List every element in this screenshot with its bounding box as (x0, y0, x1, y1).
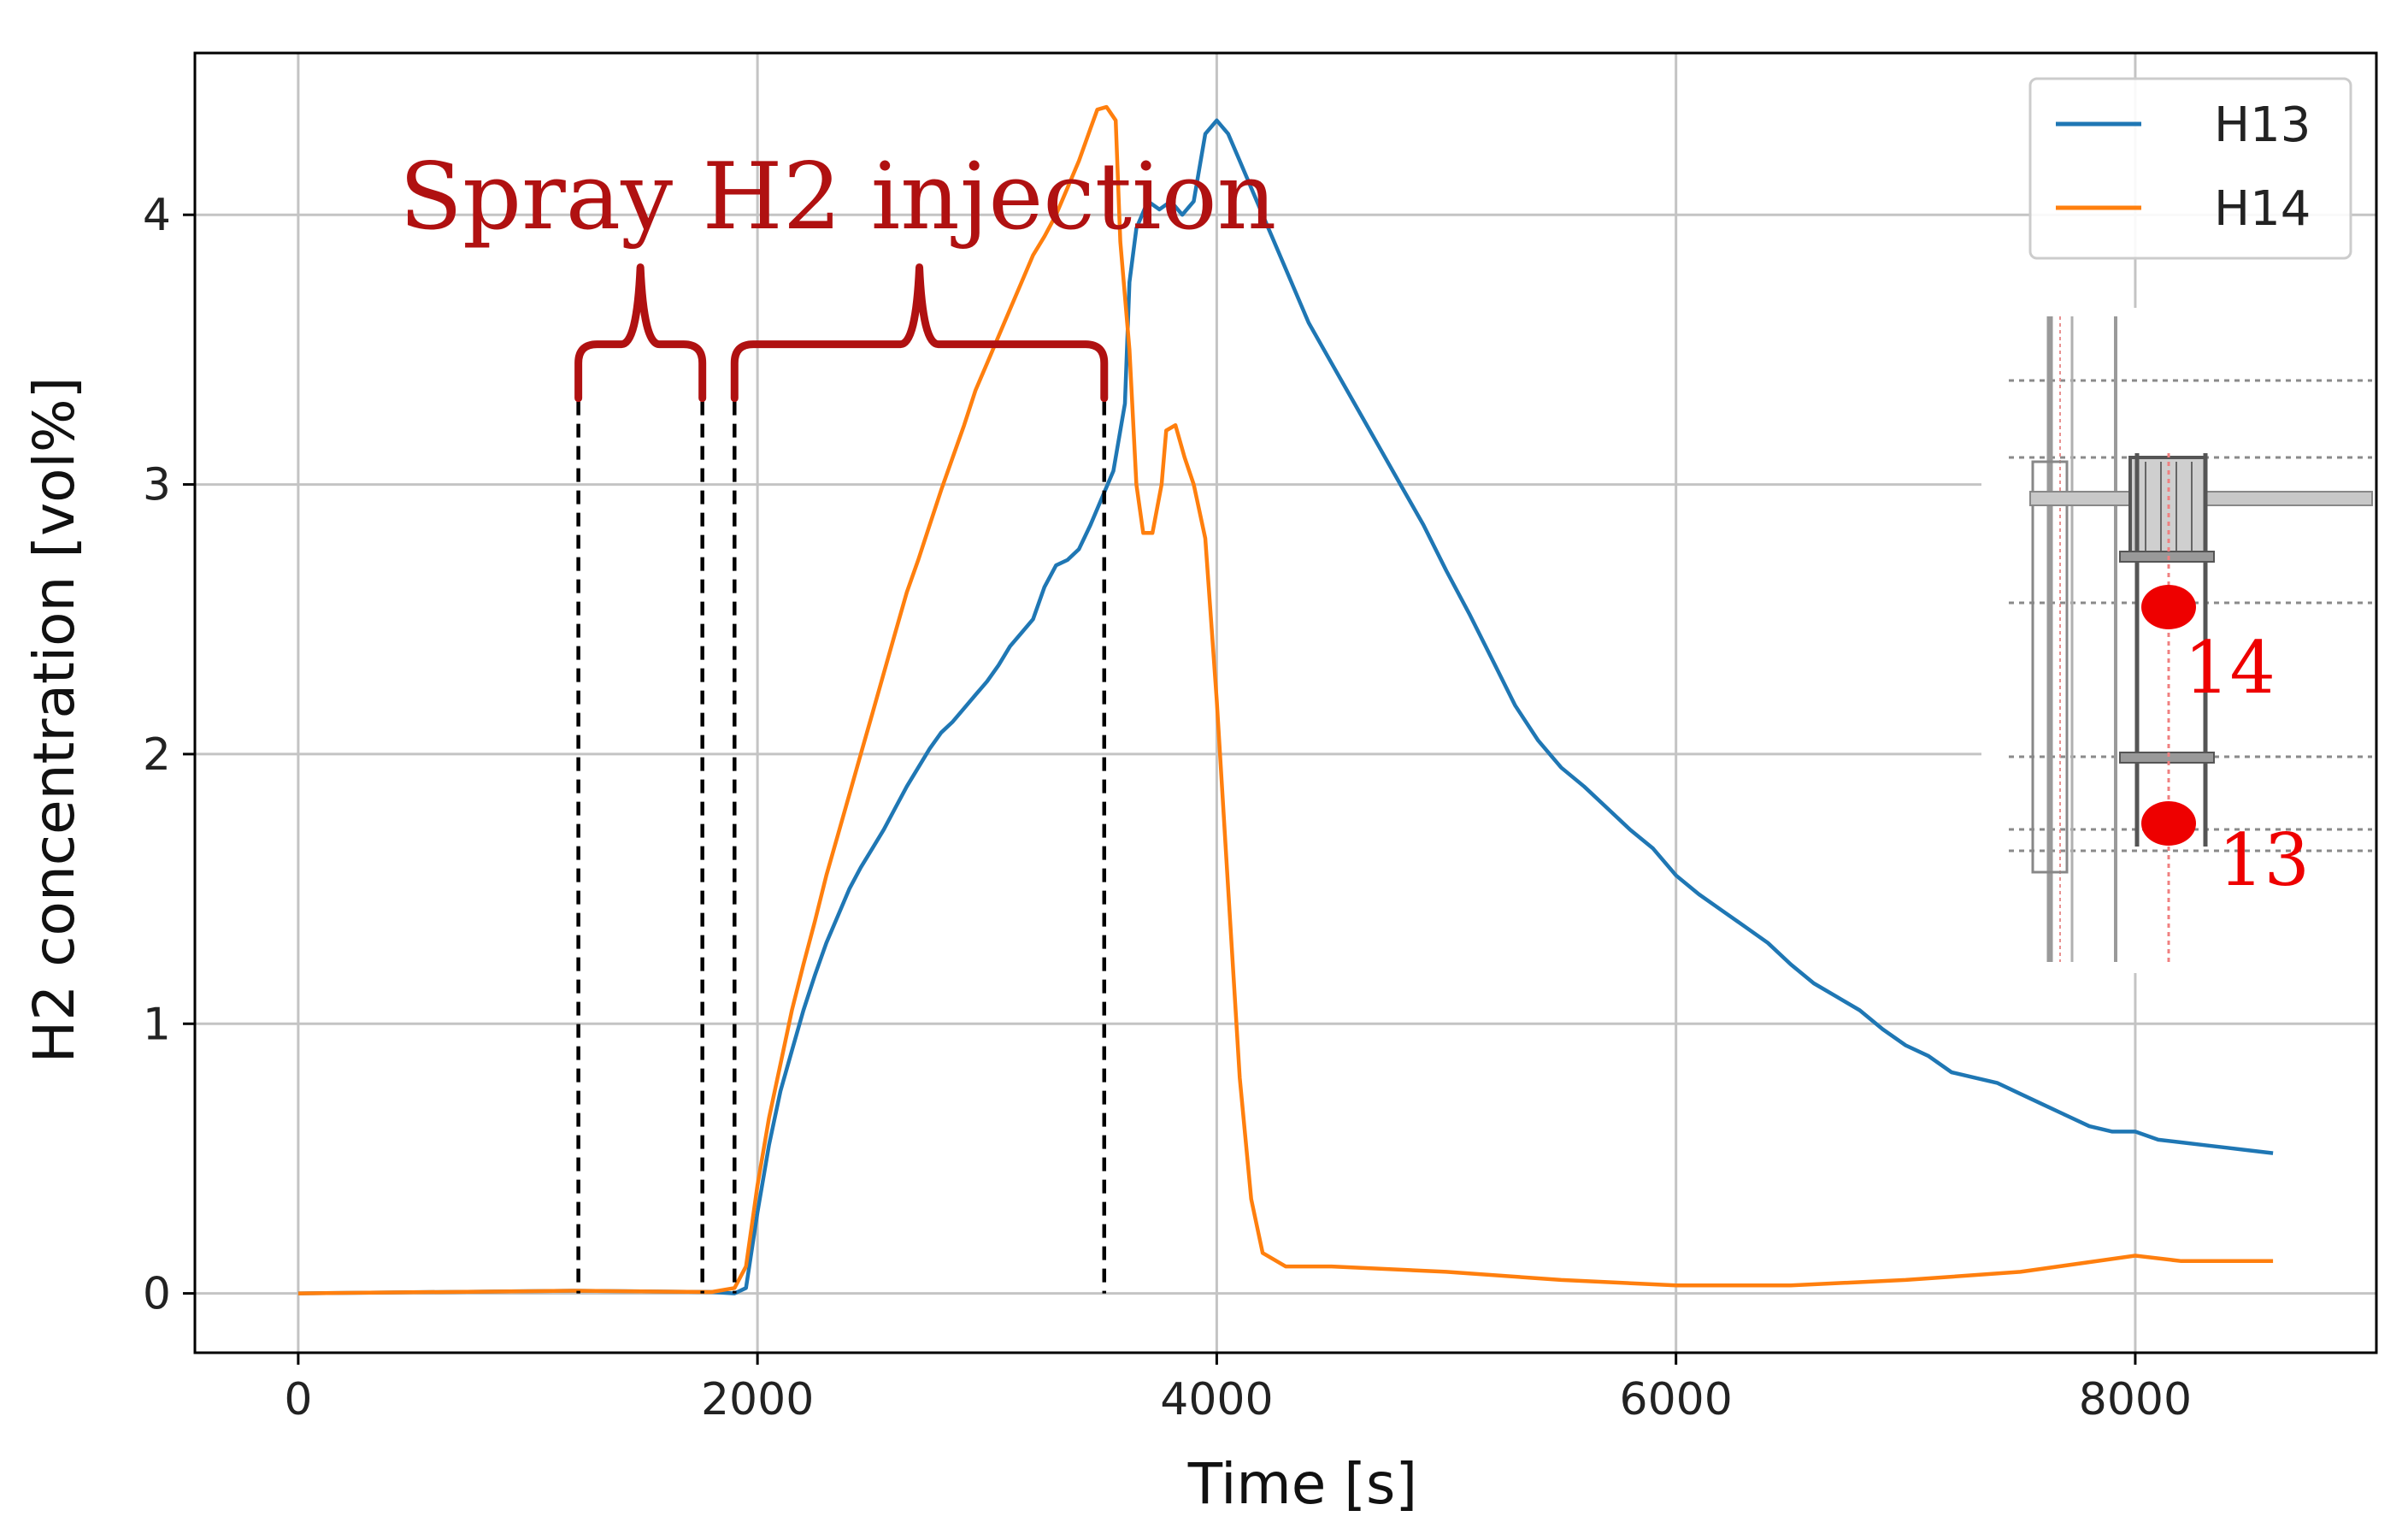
x-tick-label: 0 (284, 1374, 312, 1425)
x-tick-label: 4000 (1160, 1374, 1273, 1425)
series-line-h14 (297, 104, 2274, 1295)
x-axis-title: Time [s] (1187, 1451, 1417, 1517)
sensor-marker-h13 (2141, 801, 2196, 846)
y-tick-label: 4 (143, 190, 171, 241)
inset-shelf (2119, 752, 2215, 764)
plot-frame (193, 51, 2378, 1354)
x-tick-label: 8000 (2079, 1374, 2192, 1425)
inset-shelf (2119, 551, 2215, 563)
injection-period-brace (730, 263, 1109, 403)
sensor-label-h13: 13 (2218, 818, 2310, 902)
sensor-label-h14: 14 (2184, 626, 2276, 710)
axis-titles: Time [s] H2 concentration [vol%] (21, 377, 1417, 1517)
y-tick-label: 1 (143, 999, 171, 1050)
legend-label-h13: H13 (2214, 97, 2311, 153)
y-axis-title: H2 concentration [vol%] (21, 377, 87, 1064)
series-line-h13 (297, 118, 2274, 1295)
legend: H13 H14 (2028, 77, 2352, 260)
inset-side-column (2031, 460, 2069, 874)
y-tick-label: 2 (143, 729, 171, 781)
annotation-group: Spray H2 injection (399, 144, 1276, 1294)
sensor-marker-h14 (2141, 585, 2196, 629)
injection-period-brace (574, 263, 707, 403)
x-tick-label: 6000 (1620, 1374, 1733, 1425)
y-tick-label: 3 (143, 460, 171, 511)
series-group (297, 104, 2274, 1295)
ticks-group: 0 2000 4000 6000 8000 0 1 2 3 4 (143, 190, 2192, 1425)
annotation-title: Spray H2 injection (399, 144, 1276, 251)
legend-label-h14: H14 (2214, 181, 2311, 237)
sensor-inset: 14 13 (1981, 308, 2376, 973)
x-tick-label: 2000 (701, 1374, 814, 1425)
y-tick-label: 0 (143, 1269, 171, 1320)
